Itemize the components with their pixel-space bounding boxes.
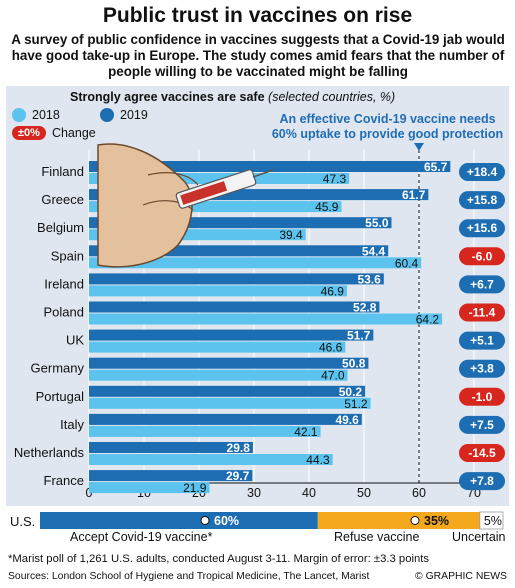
legend-2019-label: 2019	[120, 108, 148, 122]
us-refuse-caption: Refuse vaccine	[334, 530, 420, 544]
legend-change-pill: ±0%	[12, 126, 46, 140]
us-refuse-dot-icon	[410, 516, 420, 525]
chart-title: Strongly agree vaccines are safe (select…	[70, 90, 395, 104]
us-accept-caption: Accept Covid-19 vaccine*	[70, 530, 213, 544]
credit: © GRAPHIC NEWS	[415, 571, 507, 582]
legend-2018: 2018	[12, 108, 60, 122]
footnote: *Marist poll of 1,261 U.S. adults, condu…	[8, 553, 430, 565]
legend-2019: 2019	[100, 108, 148, 122]
us-uncertain-caption: Uncertain	[452, 530, 506, 544]
page-subtitle: A survey of public confidence in vaccine…	[11, 32, 505, 79]
threshold-annotation: An effective Covid-19 vaccine needs 60% …	[271, 112, 504, 141]
us-uncertain-label: 5%	[484, 514, 502, 528]
legend-2018-label: 2018	[32, 108, 60, 122]
chart-title-main: Strongly agree vaccines are safe	[70, 90, 265, 104]
us-refuse-label: 35%	[424, 514, 449, 528]
us-accept-bar	[40, 512, 318, 529]
us-refuse-bar	[317, 512, 480, 529]
us-label: U.S.	[10, 514, 36, 529]
legend-change-label: Change	[51, 126, 96, 140]
page-title: Public trust in vaccines on rise	[102, 4, 413, 27]
us-uncertain-bar	[479, 511, 504, 530]
us-accept-label: 60%	[214, 514, 239, 528]
syringe-hand-illustration	[97, 143, 274, 268]
legend-2018-swatch-icon	[12, 108, 26, 122]
us-accept-dot-icon	[200, 516, 210, 525]
legend-2019-swatch-icon	[100, 108, 114, 122]
legend-change: ±0% Change	[12, 126, 96, 140]
sources: Sources: London School of Hygiene and Tr…	[8, 571, 370, 582]
chart-title-note: (selected countries, %)	[268, 90, 396, 104]
